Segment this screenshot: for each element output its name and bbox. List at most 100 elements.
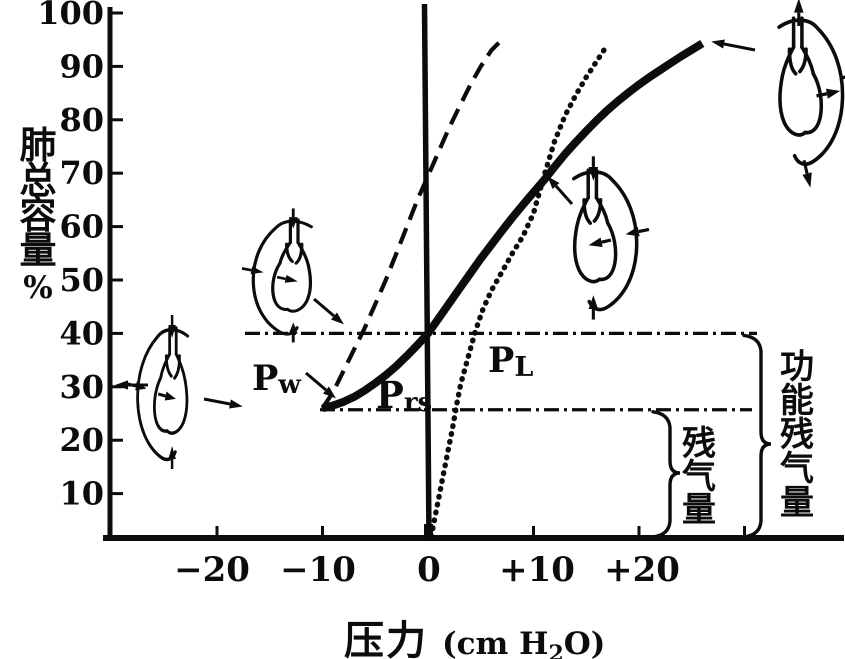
inward-arrow-head xyxy=(588,237,603,247)
rv-label-char: 残 xyxy=(682,424,716,464)
rv-icon-to-curve-arrow-head xyxy=(229,399,243,409)
curve-label-pw: Pw xyxy=(252,358,301,400)
inward-arrow-shaft xyxy=(601,238,612,244)
mid-volume-icon-to-curve-arrow-head xyxy=(547,176,560,190)
inward-arrow-head xyxy=(625,226,640,237)
frc-label-char: 气 xyxy=(779,449,814,489)
x-tick-label: +10 xyxy=(499,550,575,590)
lung-outline xyxy=(780,45,796,79)
lung-outline xyxy=(294,242,304,265)
frc-label-char: 能 xyxy=(780,381,814,421)
outward-arrow-head xyxy=(794,0,804,13)
lung-outline xyxy=(165,379,189,435)
lung-outline xyxy=(174,352,187,383)
y-tick-label: 70 xyxy=(59,154,104,192)
lung-outline xyxy=(164,354,173,378)
curve-label-pl: PL xyxy=(488,340,533,383)
curve-pl xyxy=(428,45,608,539)
low-volume-icon-to-curve-arrow-head xyxy=(331,312,344,325)
y-tick-label: 80 xyxy=(59,101,104,139)
pw-label-arrow-shaft xyxy=(305,371,327,392)
lung-chest-tlc-icon xyxy=(777,0,845,188)
inward-arrow-head xyxy=(168,446,176,459)
tlc-icon-to-curve-arrow-shaft xyxy=(723,42,756,52)
inward-arrow-head xyxy=(288,217,298,229)
lung-outline xyxy=(594,195,610,225)
lung-outline xyxy=(271,261,290,311)
lung-outline xyxy=(251,219,313,336)
outward-arrow-head xyxy=(825,88,841,99)
low-volume-icon-to-curve-arrow-shaft xyxy=(313,297,335,318)
y-axis-title-char: 总 xyxy=(20,158,57,202)
lung-outline xyxy=(597,221,618,282)
lung-outline xyxy=(777,18,845,167)
inward-arrow-head xyxy=(284,274,298,283)
y-tick-label: 50 xyxy=(59,261,104,299)
pressure-zero-axis-line xyxy=(421,3,432,540)
lung-outline xyxy=(573,224,602,284)
rv-icon-to-curve-arrow-shaft xyxy=(203,397,231,406)
outward-arrow-shaft xyxy=(816,92,828,98)
lung-chest-low-volume-icon xyxy=(241,208,313,343)
lung-outline xyxy=(798,47,808,74)
lung-outline xyxy=(152,376,169,433)
x-tick-label: +20 xyxy=(604,550,680,590)
rv-label-char: 气 xyxy=(681,457,716,497)
inward-arrow-shaft xyxy=(638,227,650,234)
inward-arrow-shaft xyxy=(241,267,252,272)
x-axis-title: 压力 (cm H2O) xyxy=(344,617,605,659)
reference-lines xyxy=(245,331,757,412)
lung-outline xyxy=(278,240,293,265)
inward-arrow-shaft xyxy=(276,275,286,281)
lung-outline xyxy=(136,328,190,462)
lung-outline xyxy=(803,71,824,135)
lung-outline xyxy=(173,354,181,380)
y-axis-title-char: 肺 xyxy=(20,123,57,167)
y-tick-label: 20 xyxy=(59,421,104,459)
lung-icons xyxy=(127,0,845,469)
braces xyxy=(651,333,772,539)
mid-volume-icon-to-curve-arrow-shaft xyxy=(554,185,574,205)
curve-label-prs: Prs xyxy=(376,373,432,418)
y-tick-label: 40 xyxy=(59,314,104,352)
rv-icon-to-axis-arrow-head xyxy=(115,380,128,390)
inward-arrow-head xyxy=(288,322,298,334)
lung-chest-rv-icon xyxy=(127,315,190,469)
axes: 100 90 80 70 60 50 40 30 20 10 −20 −10 0 +10 +20 xyxy=(37,0,844,590)
lung-outline xyxy=(582,197,593,225)
inward-arrow-head xyxy=(588,295,599,309)
rv-brace xyxy=(651,410,681,539)
frc-brace xyxy=(742,333,772,539)
y-axis-title-char: % xyxy=(23,270,52,306)
rv-label-char: 量 xyxy=(682,490,716,530)
lung-outline xyxy=(296,240,311,268)
lung-outline xyxy=(575,195,590,229)
inward-arrow-head xyxy=(164,391,176,401)
lung-outline xyxy=(284,242,294,263)
lung-outline xyxy=(778,75,807,137)
pw-label-arrow-head xyxy=(323,386,336,399)
y-axis-title-char: 量 xyxy=(20,228,57,272)
tlc-icon-to-curve-arrow-head xyxy=(711,39,725,49)
curve-prs xyxy=(321,39,705,413)
y-tick-label: 60 xyxy=(59,208,104,246)
y-tick-label: 90 xyxy=(59,47,104,85)
lung-outline xyxy=(592,197,603,223)
inward-arrow-head xyxy=(168,325,176,338)
inward-arrow-head xyxy=(250,266,264,275)
y-tick-label: 10 xyxy=(59,475,104,513)
y-tick-label: 100 xyxy=(37,0,104,32)
outward-arrow-shaft xyxy=(841,75,845,80)
lung-outline xyxy=(787,47,798,76)
frc-label-char: 量 xyxy=(780,483,814,523)
inward-arrow-head xyxy=(588,166,599,181)
outward-arrow-shaft xyxy=(802,159,809,175)
connector-arrows xyxy=(115,39,756,409)
y-tick-label: 30 xyxy=(59,368,104,406)
x-tick-label: −20 xyxy=(174,550,250,590)
y-axis-title-char: 容 xyxy=(20,193,57,237)
lung-outline xyxy=(800,45,816,76)
